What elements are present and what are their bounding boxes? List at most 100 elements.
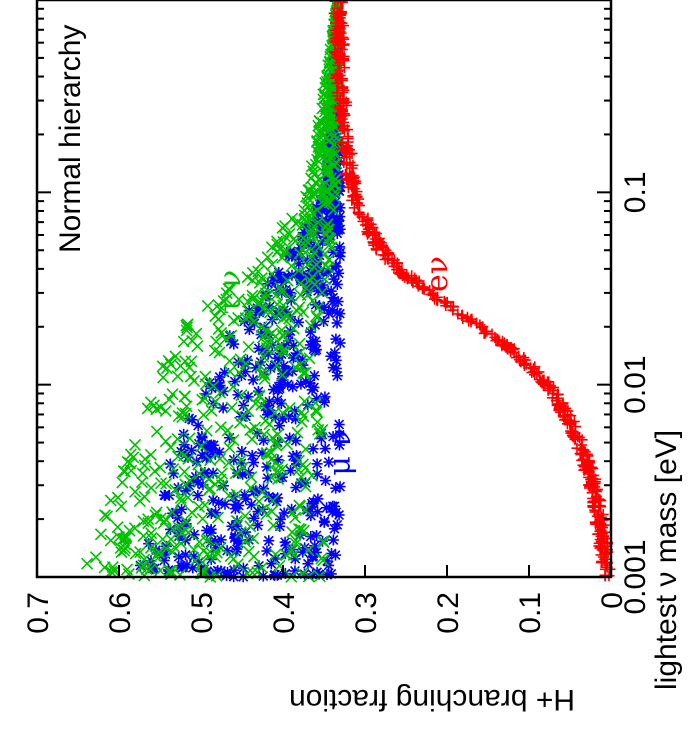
marker-tau xyxy=(160,477,173,490)
marker-tau xyxy=(291,215,305,228)
marker-tau xyxy=(301,259,314,272)
marker-tau xyxy=(325,241,338,254)
marker-mu xyxy=(272,394,284,406)
marker-tau xyxy=(136,467,149,480)
marker-tau xyxy=(209,395,222,408)
plot-frame xyxy=(35,0,613,579)
marker-tau xyxy=(98,561,111,574)
marker-e xyxy=(396,264,408,276)
marker-tau xyxy=(318,138,331,151)
marker-tau xyxy=(175,526,188,540)
marker-tau xyxy=(285,292,298,305)
marker-tau xyxy=(242,340,255,353)
y-tick-label: 0 xyxy=(596,592,629,609)
marker-mu xyxy=(239,489,251,501)
marker-e xyxy=(382,247,394,259)
marker-tau xyxy=(265,334,278,347)
marker-tau xyxy=(265,267,278,280)
marker-tau xyxy=(318,273,331,286)
marker-e xyxy=(518,359,530,371)
marker-tau xyxy=(244,520,257,533)
marker-tau xyxy=(299,503,312,516)
marker-e xyxy=(330,51,342,63)
marker-mu xyxy=(173,551,185,563)
marker-e xyxy=(337,97,349,109)
marker-tau xyxy=(286,526,299,539)
marker-e xyxy=(331,49,343,61)
marker-tau xyxy=(225,329,238,342)
marker-tau xyxy=(94,528,108,541)
marker-e xyxy=(501,343,513,355)
marker-e xyxy=(440,300,452,312)
marker-e xyxy=(369,226,381,238)
marker-e xyxy=(352,207,364,219)
marker-tau xyxy=(223,441,236,454)
marker-tau xyxy=(164,441,177,454)
marker-tau xyxy=(184,370,197,383)
marker-tau xyxy=(321,218,334,231)
marker-tau xyxy=(289,361,302,374)
marker-tau xyxy=(233,416,247,429)
marker-tau xyxy=(202,473,215,486)
marker-e xyxy=(336,73,348,85)
marker-tau xyxy=(171,370,184,383)
marker-tau xyxy=(295,406,308,419)
marker-tau xyxy=(271,428,284,441)
marker-mu xyxy=(263,396,275,408)
marker-mu xyxy=(265,558,277,570)
marker-tau xyxy=(105,565,118,578)
marker-tau xyxy=(181,491,195,504)
marker-mu xyxy=(333,439,345,451)
marker-mu xyxy=(323,456,335,468)
marker-e xyxy=(478,327,490,339)
marker-tau xyxy=(179,478,192,491)
marker-tau xyxy=(242,545,255,558)
marker-tau xyxy=(309,396,322,410)
marker-e xyxy=(424,284,436,296)
marker-tau xyxy=(321,125,334,138)
y-tick-label: 0.3 xyxy=(350,592,383,634)
marker-mu xyxy=(329,500,341,512)
marker-tau xyxy=(139,452,152,466)
marker-tau xyxy=(178,465,191,478)
marker-tau xyxy=(154,564,167,577)
marker-e xyxy=(475,321,487,333)
marker-e xyxy=(338,55,350,67)
marker-tau xyxy=(239,357,252,370)
marker-tau xyxy=(297,232,310,245)
marker-tau xyxy=(178,390,191,403)
marker-mu xyxy=(289,565,301,577)
marker-tau xyxy=(181,321,194,334)
marker-e xyxy=(466,313,478,325)
marker-tau xyxy=(262,448,275,461)
marker-tau xyxy=(247,315,260,329)
marker-e xyxy=(594,525,606,537)
marker-mu xyxy=(312,506,324,518)
marker-tau xyxy=(111,491,124,504)
marker-mu xyxy=(201,525,213,537)
marker-tau xyxy=(174,537,187,550)
marker-tau xyxy=(311,203,324,217)
marker-mu xyxy=(319,443,331,455)
y-tick-label: 0.7 xyxy=(22,592,55,634)
marker-tau xyxy=(214,386,227,399)
marker-mu xyxy=(185,444,197,456)
marker-tau xyxy=(287,548,300,562)
marker-tau xyxy=(255,320,268,334)
marker-tau xyxy=(301,196,314,210)
marker-tau xyxy=(294,523,307,536)
marker-mu xyxy=(319,391,331,403)
marker-tau xyxy=(243,309,256,323)
marker-e xyxy=(354,209,366,221)
marker-tau xyxy=(166,388,179,401)
marker-tau xyxy=(304,229,317,242)
marker-mu xyxy=(311,458,323,470)
marker-tau xyxy=(145,481,158,494)
marker-tau xyxy=(149,509,162,522)
marker-mu xyxy=(310,335,322,347)
marker-tau xyxy=(261,251,274,264)
marker-e xyxy=(336,123,348,135)
marker-e xyxy=(576,454,588,466)
marker-mu xyxy=(192,489,204,501)
marker-tau xyxy=(160,542,173,555)
